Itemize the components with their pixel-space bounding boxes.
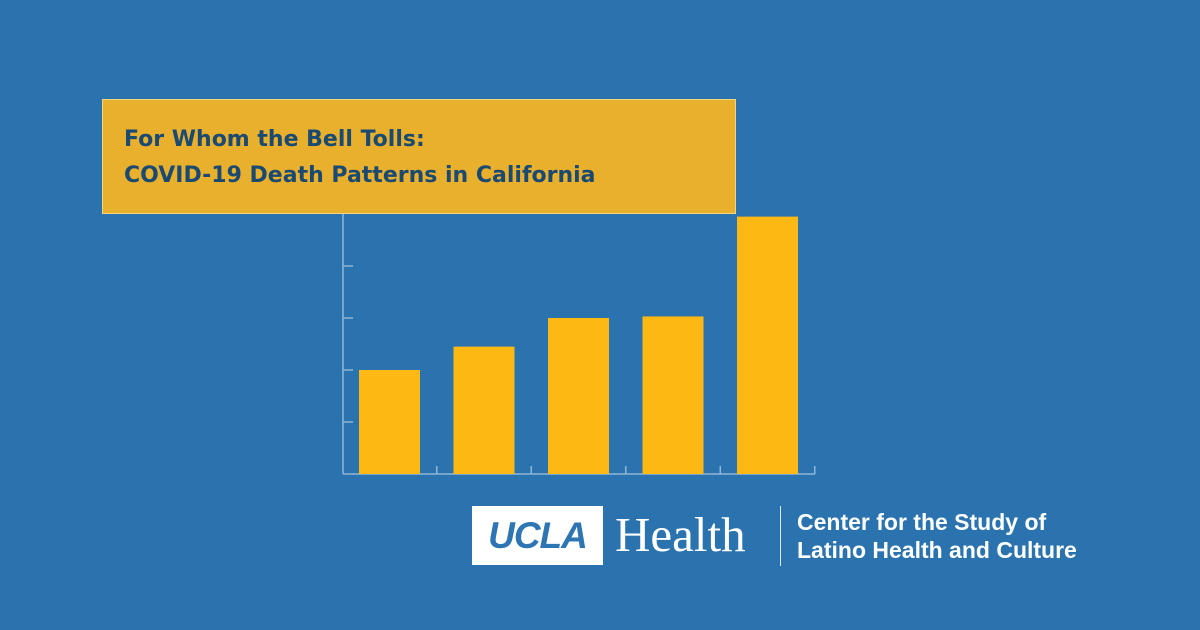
bar xyxy=(737,216,798,474)
ucla-logo: UCLA xyxy=(472,506,603,565)
center-name: Center for the Study of Latino Health an… xyxy=(797,508,1077,564)
title-banner: For Whom the Bell Tolls: COVID-19 Death … xyxy=(102,99,736,214)
bar xyxy=(359,370,420,474)
health-wordmark: Health xyxy=(615,507,746,562)
center-name-line-1: Center for the Study of xyxy=(797,509,1047,535)
bar xyxy=(548,318,609,474)
ucla-logo-text: UCLA xyxy=(488,514,588,556)
bar xyxy=(642,316,704,474)
title-line-1: For Whom the Bell Tolls: xyxy=(124,127,425,152)
bar xyxy=(453,346,515,474)
title-line-2: COVID-19 Death Patterns in California xyxy=(124,163,596,188)
logo-divider xyxy=(780,506,781,566)
center-name-line-2: Latino Health and Culture xyxy=(797,537,1077,563)
